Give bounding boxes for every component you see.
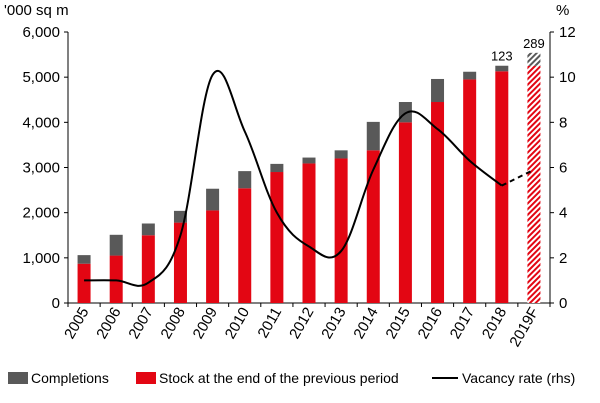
vacancy-forecast-segment: [501, 168, 535, 187]
x-tick-label: 2006: [93, 305, 124, 342]
left-tick-label: 2,000: [22, 205, 60, 222]
right-tick-label: 2: [559, 250, 567, 267]
x-tick-label: 2016: [415, 305, 446, 342]
data-labels: 123 289: [491, 36, 545, 64]
right-tick-label: 0: [559, 295, 567, 312]
legend-label-completions: Completions: [31, 370, 109, 386]
completions-bar: [431, 78, 445, 103]
stock-bar: [206, 210, 220, 303]
left-axis-unit: '000 sq m: [4, 2, 69, 19]
right-axis-unit: %: [556, 2, 569, 19]
left-tick-label: 1,000: [22, 250, 60, 267]
stock-bar: [431, 102, 445, 303]
right-tick-label: 6: [559, 160, 567, 177]
x-tick-label: 2018: [479, 305, 510, 342]
stock-bar: [270, 172, 284, 303]
completions-bar: [270, 163, 284, 173]
right-tick-label: 12: [559, 24, 576, 41]
left-tick-label: 3,000: [22, 160, 60, 177]
left-tick-label: 6,000: [22, 24, 60, 41]
x-tick-label: 2011: [254, 305, 285, 341]
x-tick-label: 2015: [382, 305, 413, 342]
x-tick-label: 2005: [61, 305, 92, 342]
vacancy-line: [84, 69, 535, 287]
x-tick-label: 2017: [447, 305, 478, 342]
x-tick-label: 2013: [318, 305, 349, 342]
x-tick-label: 2010: [222, 305, 253, 342]
completions-bar: [141, 223, 155, 236]
axes: 0 1,000 2,000 3,000 4,000 5,000 6,000 0 2 4 6 8 10 12…: [22, 24, 575, 350]
completions-bar: [302, 157, 316, 164]
x-tick-label: 2012: [286, 305, 317, 342]
x-tick-label: 2019F: [506, 305, 542, 350]
right-tick-label: 8: [559, 114, 567, 131]
completions-bar: [173, 210, 187, 223]
data-label: 123: [491, 49, 513, 64]
stock-bar: [398, 122, 412, 303]
completions-bar: [366, 121, 380, 151]
x-tick-label: 2007: [125, 305, 156, 342]
right-tick-label: 4: [559, 205, 567, 222]
legend: Completions Stock at the end of the prev…: [8, 370, 575, 386]
completions-bar: [109, 234, 123, 256]
stock-bar: [109, 255, 123, 303]
completions-bar: [495, 65, 509, 72]
stock-bar: [366, 150, 380, 303]
stock-bar: [334, 158, 348, 303]
completions-bar: [206, 188, 220, 211]
stock-bar: [238, 188, 252, 303]
completions-bar: [527, 52, 541, 66]
right-tick-label: 10: [559, 69, 576, 86]
left-tick-label: 0: [52, 295, 60, 312]
stock-bar: [527, 65, 541, 303]
left-tick-label: 4,000: [22, 114, 60, 131]
stock-bar: [463, 79, 477, 303]
legend-label-stock: Stock at the end of the previous period: [159, 370, 399, 386]
stock-bar: [495, 71, 509, 303]
legend-label-vacancy: Vacancy rate (rhs): [462, 370, 575, 386]
data-label: 289: [523, 36, 545, 51]
completions-bar: [463, 71, 477, 80]
completions-bar: [77, 255, 91, 264]
legend-swatch-stock: [136, 372, 156, 384]
x-tick-label: 2008: [158, 305, 189, 342]
completions-bar: [334, 150, 348, 159]
vacancy-line-path: [84, 69, 503, 287]
left-tick-label: 5,000: [22, 69, 60, 86]
bars: [77, 52, 541, 303]
x-tick-label: 2009: [190, 305, 221, 342]
completions-bar: [238, 171, 252, 189]
legend-swatch-completions: [8, 372, 28, 384]
stock-bar: [302, 163, 316, 303]
stock-bar: [77, 263, 91, 303]
stock-bar: [141, 235, 155, 303]
x-tick-label: 2014: [350, 305, 381, 342]
